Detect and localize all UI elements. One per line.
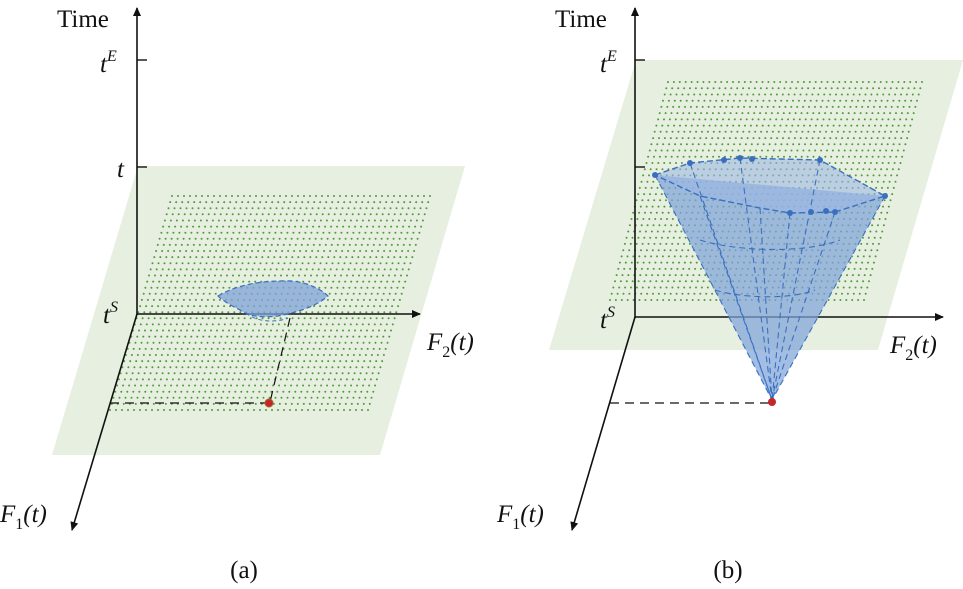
panel-b-cone-region <box>652 155 888 401</box>
panel-b-tE-label: tE <box>600 48 617 78</box>
panel-a-tE-label: tE <box>100 48 117 78</box>
panel-a-tS-label: tS <box>103 299 118 329</box>
panel-a-f1-label: F1(t) <box>0 501 47 533</box>
panel-b: Time tE tS F2(t) F1(t) (b) <box>496 6 963 584</box>
panel-a: Time tE t tS F2(t) F1(t) (a) <box>0 6 474 584</box>
panel-b-f2-label: F2(t) <box>889 332 937 364</box>
panel-a-origin-point <box>264 398 274 408</box>
panel-a-f1-axis <box>70 313 138 531</box>
panel-a-f2-label: F2(t) <box>426 329 474 361</box>
panel-b-time-label: Time <box>555 6 607 33</box>
panel-a-time-label: Time <box>57 6 109 33</box>
panel-a-region <box>217 280 329 322</box>
panel-b-f1-label: F1(t) <box>496 501 544 533</box>
panel-a-t-label: t <box>117 156 125 183</box>
panel-b-apex-point <box>768 398 776 406</box>
panel-a-caption: (a) <box>230 557 258 584</box>
panel-b-caption: (b) <box>713 557 742 584</box>
panel-b-f1-axis <box>570 316 636 531</box>
panel-b-tS-label: tS <box>600 304 615 334</box>
